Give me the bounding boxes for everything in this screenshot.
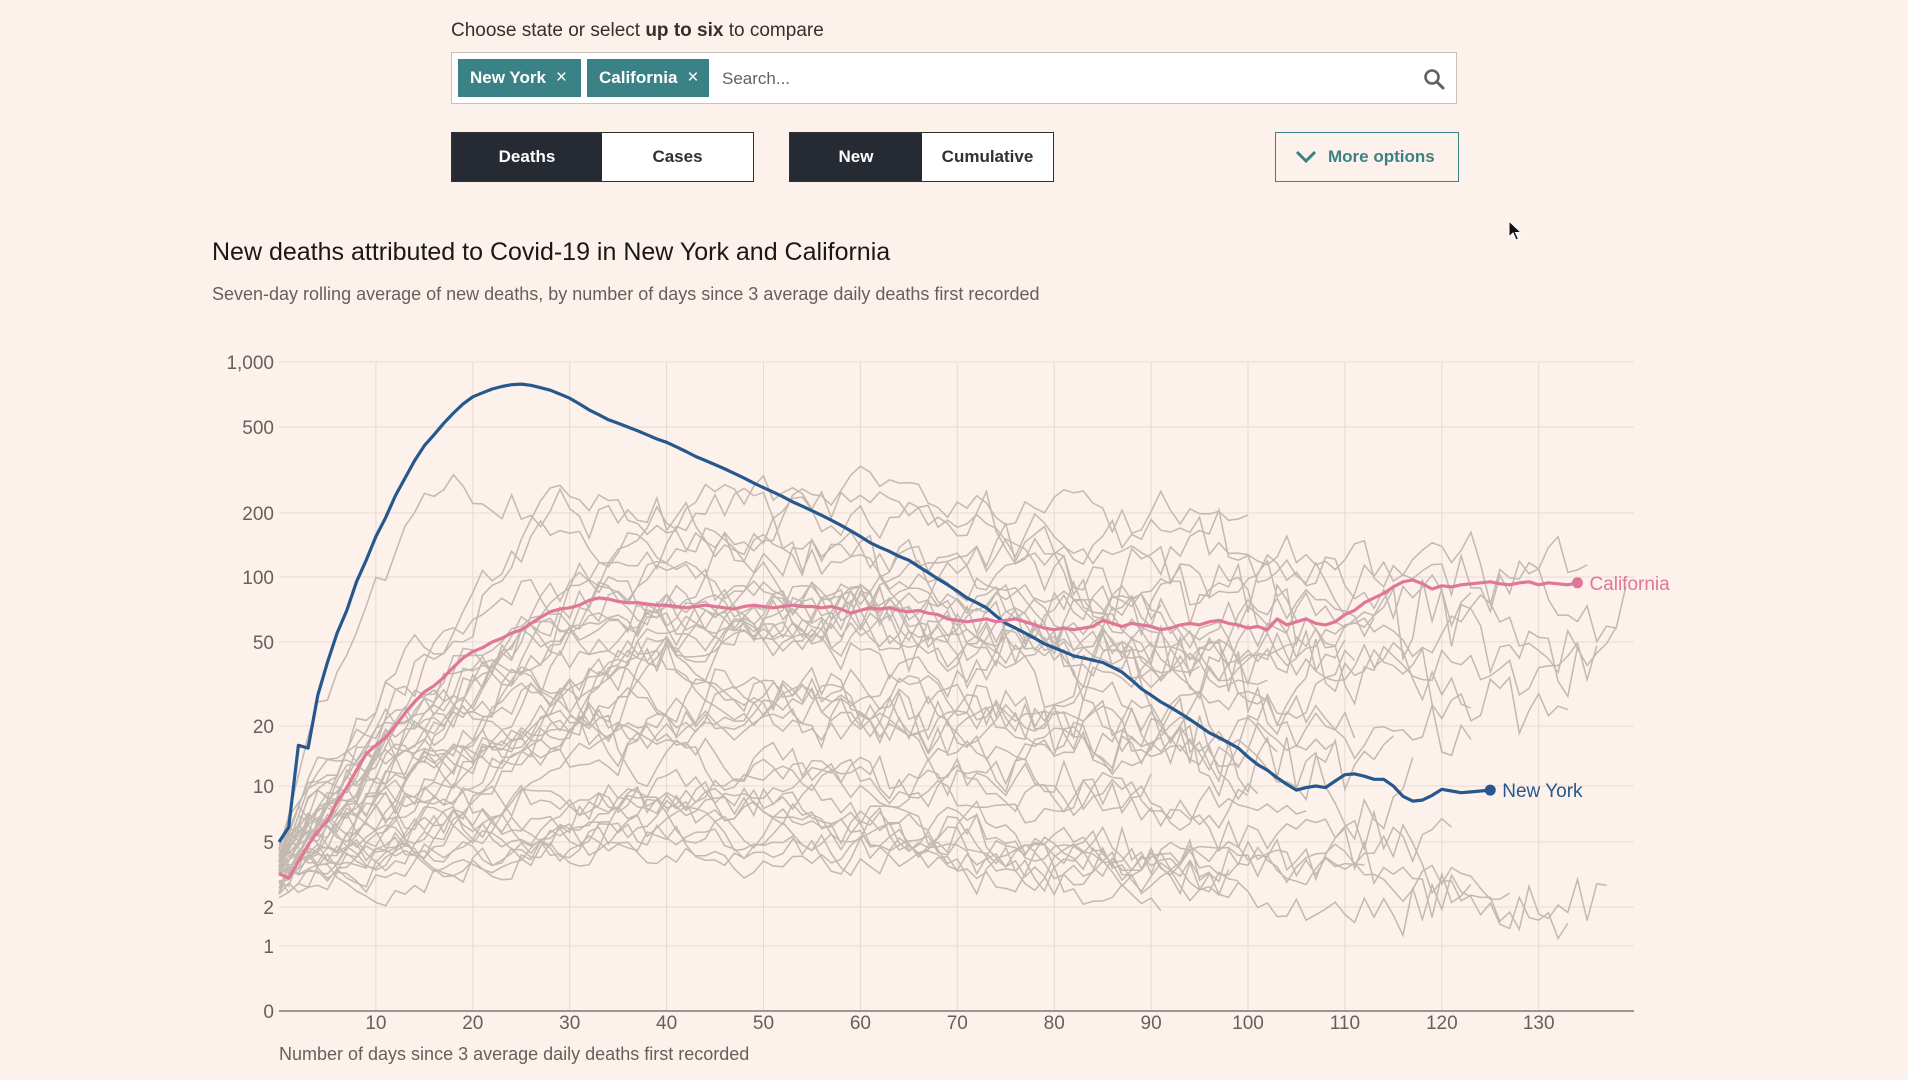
- state-series-line: [278, 786, 1569, 941]
- state-series-line: [278, 590, 1569, 894]
- state-search-box[interactable]: New York × California ×: [451, 52, 1457, 104]
- tag-california: California ×: [587, 59, 709, 97]
- x-tick-label: 100: [1232, 1013, 1264, 1034]
- x-tick-label: 70: [947, 1013, 968, 1034]
- state-series-line: [278, 583, 1297, 894]
- x-tick-label: 20: [462, 1013, 483, 1034]
- x-tick-label: 110: [1330, 1013, 1360, 1034]
- state-series-line: [278, 641, 1472, 860]
- mouse-cursor-icon: [1508, 220, 1522, 241]
- x-tick-label: 50: [753, 1013, 774, 1034]
- state-series-line: [278, 757, 1152, 888]
- y-tick-label: 200: [242, 504, 274, 525]
- series-endpoint-california: [1571, 577, 1583, 589]
- x-tick-label: 120: [1426, 1013, 1458, 1034]
- state-series-line: [278, 768, 1472, 918]
- y-tick-label: 5: [263, 833, 274, 854]
- prompt-text: Choose state or select up to six to comp…: [451, 20, 824, 41]
- series-line-california: [278, 578, 1578, 880]
- y-tick-label: 50: [253, 633, 274, 654]
- state-series-line: [278, 560, 1472, 862]
- state-series-line: [278, 561, 1162, 882]
- state-series-line: [278, 578, 1617, 874]
- chart-title: New deaths attributed to Covid-19 in New…: [212, 238, 891, 266]
- y-tick-label: 2: [263, 898, 274, 919]
- metric-toggle: Deaths Cases: [451, 132, 754, 182]
- remove-tag-california-icon[interactable]: ×: [687, 67, 699, 88]
- search-input[interactable]: [720, 63, 1404, 95]
- state-series-line: [278, 821, 1365, 907]
- state-series-line: [278, 620, 1268, 846]
- state-series-line: [278, 617, 1414, 863]
- x-tick-label: 90: [1141, 1013, 1162, 1034]
- x-tick-label: 10: [365, 1013, 386, 1034]
- state-series-line: [278, 559, 1375, 875]
- x-tick-label: 30: [559, 1013, 580, 1034]
- chevron-down-icon: [1295, 150, 1317, 164]
- chart-subtitle: Seven-day rolling average of new deaths,…: [212, 284, 1040, 304]
- series-endpoint-new-york: [1484, 784, 1496, 796]
- y-tick-label: 1,000: [226, 353, 274, 374]
- y-tick-label: 0: [263, 1002, 274, 1023]
- mode-toggle: New Cumulative: [789, 132, 1054, 182]
- tag-new-york: New York ×: [458, 59, 581, 97]
- state-series-line: [278, 780, 1239, 896]
- state-series-line: [278, 465, 1249, 867]
- y-tick-label: 10: [253, 777, 274, 798]
- cumulative-button[interactable]: Cumulative: [922, 133, 1053, 181]
- series-line-new-york: [277, 382, 1491, 843]
- state-series-line: [278, 474, 1627, 885]
- state-series-line: [278, 668, 1278, 873]
- state-series-line: [278, 571, 1346, 861]
- series-label-new-york: New York: [1502, 781, 1583, 802]
- cases-button[interactable]: Cases: [602, 133, 753, 181]
- state-series-line: [278, 680, 1356, 876]
- y-tick-label: 100: [242, 568, 274, 589]
- state-series-line: [278, 799, 1210, 891]
- deaths-button[interactable]: Deaths: [452, 133, 602, 181]
- state-series-line: [278, 519, 1472, 868]
- more-options-button[interactable]: More options: [1275, 132, 1459, 182]
- y-tick-label: 20: [253, 717, 274, 738]
- state-series-line: [278, 806, 1230, 902]
- x-tick-label: 130: [1523, 1013, 1555, 1034]
- state-series-line: [278, 722, 1452, 895]
- x-tick-label: 40: [656, 1013, 677, 1034]
- state-series-line: [278, 810, 1510, 903]
- y-tick-label: 500: [242, 418, 274, 439]
- state-series-line: [278, 473, 1579, 850]
- state-series-line: [278, 709, 1249, 871]
- highlighted-series: New York California: [277, 382, 1670, 880]
- state-series-line: [278, 758, 1307, 857]
- state-series-line: [278, 487, 1588, 859]
- series-label-california: California: [1589, 574, 1670, 595]
- remove-tag-new-york-icon[interactable]: ×: [555, 67, 568, 88]
- search-icon[interactable]: [1422, 67, 1446, 91]
- background-state-lines: [278, 465, 1627, 941]
- x-tick-label: 80: [1044, 1013, 1065, 1034]
- state-series-line: [278, 589, 1598, 862]
- y-tick-label: 1: [263, 937, 274, 958]
- more-options-label: More options: [1328, 147, 1435, 166]
- x-tick-label: 60: [850, 1013, 871, 1034]
- state-series-line: [278, 823, 1162, 912]
- state-series-line: [278, 484, 1298, 862]
- x-axis-label: Number of days since 3 average daily dea…: [279, 1044, 750, 1064]
- state-series-line: [278, 787, 1607, 932]
- state-series-line: [278, 678, 1259, 873]
- tag-label: California: [599, 68, 678, 87]
- tag-label: New York: [470, 68, 546, 87]
- new-button[interactable]: New: [790, 133, 922, 181]
